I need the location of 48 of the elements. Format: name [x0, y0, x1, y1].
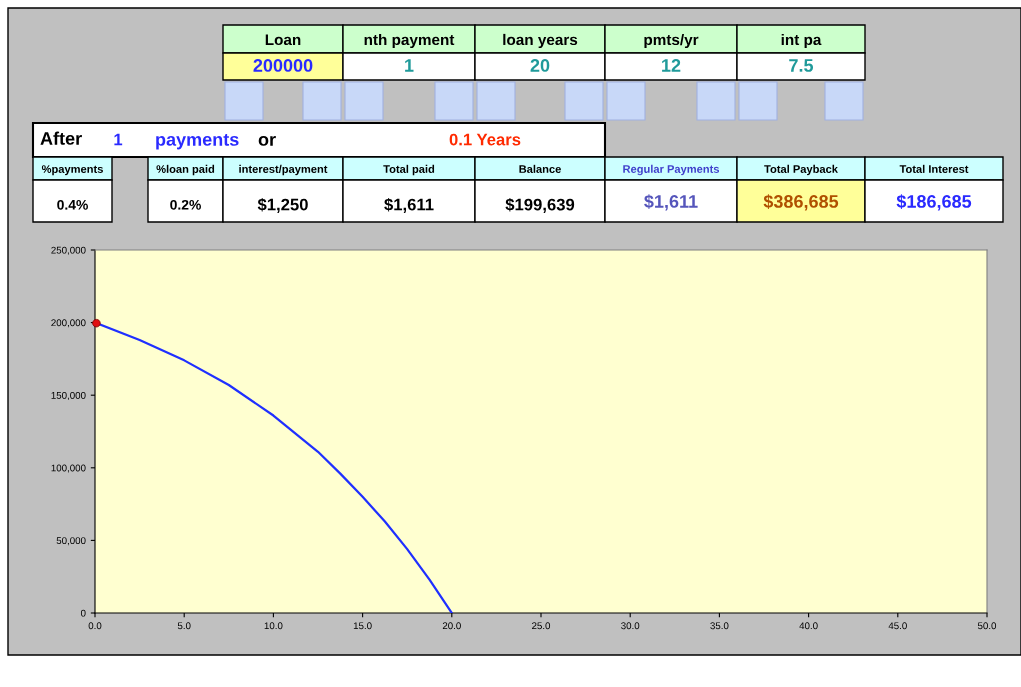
x-tick-label: 5.0 [177, 622, 191, 630]
text: After [40, 131, 82, 145]
text: Total Interest [899, 164, 969, 173]
x-tick-label: 30.0 [621, 622, 640, 630]
text: $1,250 [257, 197, 308, 213]
text: nth payment [364, 33, 455, 49]
text: 200000 [253, 59, 313, 72]
text: %loan paid [156, 164, 215, 176]
text: interest/payment [239, 164, 328, 176]
text: Regular Payments [623, 164, 720, 176]
x-tick-label: 25.0 [532, 622, 551, 630]
x-tick-label: 40.0 [799, 622, 818, 630]
text: $1,611 [644, 194, 698, 211]
x-tick-label: 15.0 [353, 622, 372, 630]
text: payments [156, 133, 239, 150]
text: $1,611 [384, 197, 434, 213]
y-tick-label: 0 [80, 609, 86, 617]
text: Loan [265, 34, 301, 46]
x-tick-label: 45.0 [888, 622, 907, 630]
text: 1 [114, 133, 123, 146]
text: Total Payback [764, 164, 838, 176]
text: $386,685 [763, 194, 839, 211]
text: $186,685 [896, 194, 972, 211]
text: 7.5 [789, 59, 814, 72]
y-tick-label: 250,000 [51, 246, 86, 255]
text: int pa [781, 33, 822, 49]
y-tick-label: 100,000 [51, 464, 86, 473]
text: pmts/yr [644, 33, 699, 49]
text: 20 [530, 59, 550, 72]
text: 0.1 Years [449, 133, 521, 146]
text: %payments [41, 165, 103, 176]
text: 1 [405, 59, 414, 72]
x-tick-label: 50.0 [977, 622, 997, 630]
x-tick-label: 0.0 [88, 622, 102, 630]
text: Balance [519, 164, 561, 173]
text: $199,639 [505, 197, 575, 213]
text: 12 [662, 59, 681, 72]
y-tick-label: 150,000 [51, 391, 86, 400]
text: loan years [503, 33, 578, 49]
x-tick-label: 10.0 [264, 622, 283, 630]
x-tick-label: 35.0 [710, 622, 729, 630]
y-tick-label: 200,000 [51, 319, 86, 328]
text: 0.4% [57, 199, 88, 210]
text: Total paid [383, 164, 435, 176]
y-tick-label: 50,000 [56, 537, 86, 546]
x-tick-label: 20.0 [442, 622, 461, 630]
text: 0.2% [170, 199, 201, 210]
text: or [258, 135, 276, 146]
